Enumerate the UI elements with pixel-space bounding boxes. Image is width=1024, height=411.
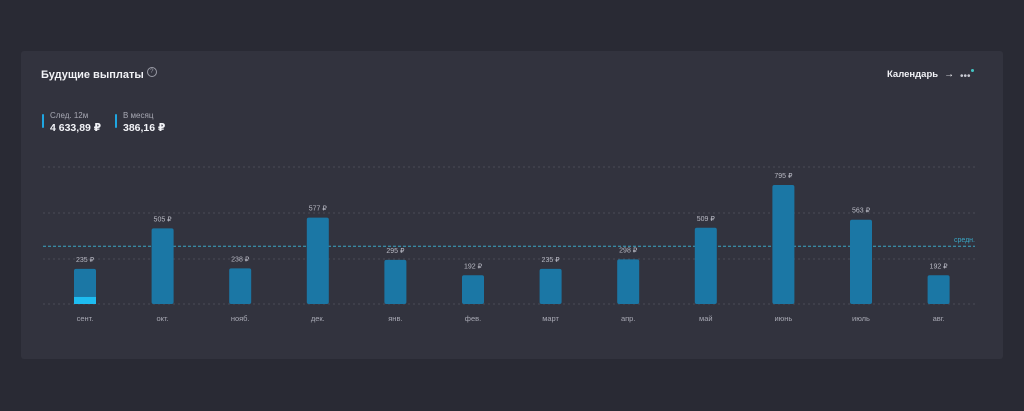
bar <box>772 185 795 304</box>
bar <box>229 268 252 304</box>
stat-label: В месяц <box>123 111 154 120</box>
x-tick-label: фев. <box>465 314 481 323</box>
more-dots-icon: ••• <box>960 71 971 82</box>
x-tick-label: дек. <box>311 314 325 323</box>
bar-value-label: 298 ₽ <box>619 247 638 254</box>
x-tick-label: нояб. <box>231 314 250 323</box>
bar <box>74 268 96 304</box>
bar-value-label: 505 ₽ <box>154 216 173 223</box>
bar-value-label: 563 ₽ <box>852 208 871 215</box>
calendar-button[interactable]: Календарь → <box>887 69 954 80</box>
bar-value-label: 509 ₽ <box>697 216 716 223</box>
x-tick-label: янв. <box>388 314 402 323</box>
x-tick-label: авг. <box>933 314 945 323</box>
stat-marker <box>42 114 44 128</box>
x-tick-label: май <box>699 314 713 323</box>
payouts-bar-chart: средн. 235 ₽ сент. 505 ₽ окт. 238 ₽ нояб. 577 … <box>43 166 975 323</box>
stat-marker <box>115 114 117 128</box>
stat-label: След. 12м <box>50 111 89 120</box>
bar-value-label: 235 ₽ <box>542 257 561 264</box>
notification-dot <box>971 69 974 72</box>
bar-value-label: 192 ₽ <box>464 263 483 270</box>
x-tick-label: июль <box>852 314 870 323</box>
bar <box>539 268 562 304</box>
x-tick-label: июнь <box>774 314 792 323</box>
bar <box>617 259 640 304</box>
bar <box>151 228 174 304</box>
x-tick-label: апр. <box>621 314 636 323</box>
x-tick-label: окт. <box>156 314 168 323</box>
chart-grid <box>43 166 975 305</box>
bar-value-label: 192 ₽ <box>930 263 949 270</box>
x-tick-label: сент. <box>77 314 94 323</box>
bar-value-label: 238 ₽ <box>231 256 250 263</box>
bar <box>306 217 329 304</box>
x-tick-label: март <box>542 314 559 323</box>
bar <box>384 259 407 304</box>
bar-paid-portion <box>74 296 96 304</box>
bar <box>694 227 717 304</box>
calendar-label: Календарь <box>887 69 939 80</box>
bar-value-label: 235 ₽ <box>76 257 95 264</box>
future-payouts-card: Будущие выплаты ? Календарь → ••• След. … <box>21 51 1003 359</box>
bar-value-label: 795 ₽ <box>774 173 793 180</box>
average-line-group: средн. <box>43 237 975 247</box>
stat-value: 386,16 ₽ <box>123 122 166 134</box>
card-title: Будущие выплаты <box>41 69 144 81</box>
bars-group: 235 ₽ сент. 505 ₽ окт. 238 ₽ нояб. 577 ₽ дек. 29… <box>74 173 950 323</box>
arrow-right-icon: → <box>944 69 955 80</box>
question-circle-icon[interactable]: ? <box>146 67 157 77</box>
bar <box>462 275 484 304</box>
bar-value-label: 577 ₽ <box>309 206 328 213</box>
card-header: Будущие выплаты ? <box>41 67 157 81</box>
stat-value: 4 633,89 ₽ <box>50 122 102 134</box>
bar-value-label: 295 ₽ <box>386 248 405 255</box>
bar <box>850 219 872 304</box>
average-label: средн. <box>954 237 975 244</box>
more-options-button[interactable]: ••• <box>959 69 974 82</box>
bar <box>927 275 950 304</box>
